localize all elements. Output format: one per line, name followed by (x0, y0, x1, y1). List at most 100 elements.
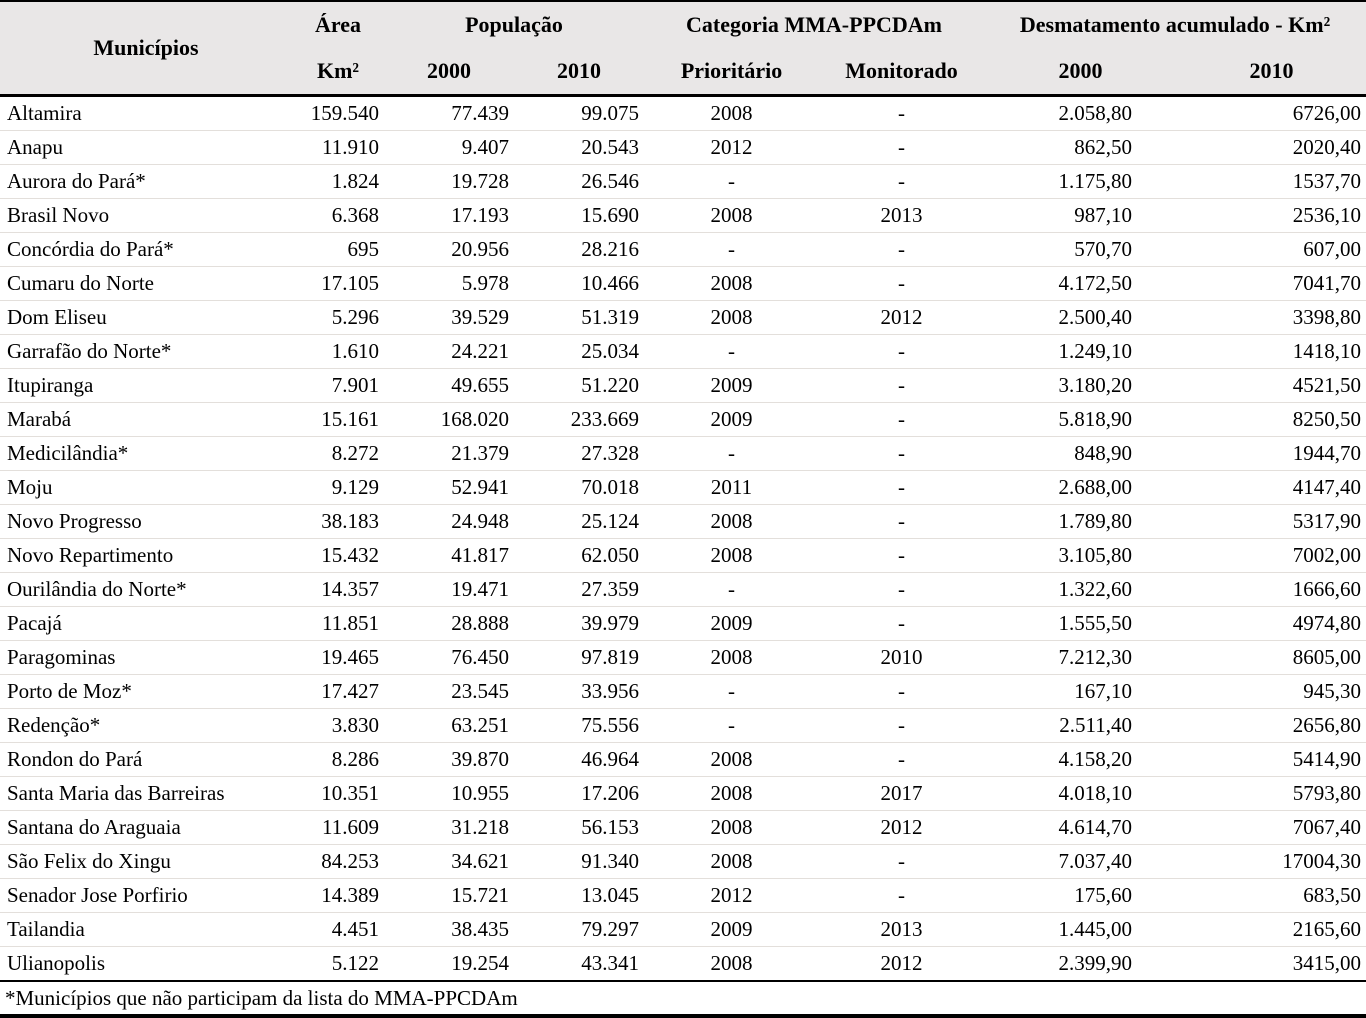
area-km2: 17.105 (292, 266, 384, 301)
monitorado-year: 2017 (819, 776, 985, 811)
pop-2000: 19.728 (384, 164, 514, 199)
municipality-name: Moju (0, 470, 292, 505)
desm-2000: 167,10 (984, 674, 1138, 709)
prioritario-year: 2012 (644, 878, 820, 913)
pop-2010: 13.045 (514, 878, 645, 913)
pop-2000: 5.978 (384, 266, 514, 301)
prioritario-year: 2009 (644, 368, 820, 403)
monitorado-year: - (819, 844, 985, 879)
monitorado-year: - (819, 538, 985, 573)
prioritario-year: - (644, 674, 820, 709)
municipality-name: Santa Maria das Barreiras (0, 776, 292, 811)
table-row: Marabá 15.161 168.020 233.669 2009-5.818,90 8… (0, 402, 1366, 437)
desm-2000: 4.614,70 (984, 810, 1138, 845)
monitorado-year: - (819, 95, 985, 131)
desm-2000: 3.180,20 (984, 368, 1138, 403)
pop-2010: 99.075 (514, 95, 645, 131)
table-footer: *Municípios que não participam da lista … (0, 980, 1366, 1016)
municipality-name: Aurora do Pará* (0, 164, 292, 199)
table-row: Itupiranga 7.901 49.655 51.220 2009-3.180,20… (0, 368, 1366, 403)
area-km2: 8.272 (292, 436, 384, 471)
pop-2010: 75.556 (514, 708, 645, 743)
desm-2000: 7.037,40 (984, 844, 1138, 879)
prioritario-year: 2009 (644, 606, 820, 641)
table-row: Dom Eliseu 5.296 39.529 51.319 2008 2012 2.500… (0, 300, 1366, 335)
pop-2010: 56.153 (514, 810, 645, 845)
prioritario-year: 2012 (644, 130, 820, 165)
pop-2000: 49.655 (384, 368, 514, 403)
pop-2010: 15.690 (514, 198, 645, 233)
prioritario-year: - (644, 164, 820, 199)
header-monitorado: Monitorado (819, 48, 985, 96)
area-km2: 15.161 (292, 402, 384, 437)
header-pop-2010: 2010 (514, 48, 645, 96)
desm-2010: 2165,60 (1137, 912, 1366, 947)
table-row: Novo Repartimento 15.432 41.817 62.050 2008-… (0, 538, 1366, 573)
monitorado-year: 2010 (819, 640, 985, 675)
pop-2000: 28.888 (384, 606, 514, 641)
area-km2: 3.830 (292, 708, 384, 743)
area-km2: 1.610 (292, 334, 384, 369)
pop-2010: 27.359 (514, 572, 645, 607)
pop-2010: 26.546 (514, 164, 645, 199)
pop-2000: 52.941 (384, 470, 514, 505)
pop-2010: 27.328 (514, 436, 645, 471)
municipality-name: Altamira (0, 95, 292, 131)
desm-2000: 570,70 (984, 232, 1138, 267)
area-km2: 11.609 (292, 810, 384, 845)
monitorado-year: - (819, 470, 985, 505)
desm-2010: 1666,60 (1137, 572, 1366, 607)
table-row: Paragominas 19.465 76.450 97.819 2008 2010 7.2… (0, 640, 1366, 675)
desm-2000: 7.212,30 (984, 640, 1138, 675)
pop-2010: 233.669 (514, 402, 645, 437)
desm-2010: 945,30 (1137, 674, 1366, 709)
area-km2: 38.183 (292, 504, 384, 539)
prioritario-year: 2008 (644, 198, 820, 233)
desm-2000: 2.500,40 (984, 300, 1138, 335)
municipality-name: Garrafão do Norte* (0, 334, 292, 369)
municipality-name: Pacajá (0, 606, 292, 641)
municipality-name: Anapu (0, 130, 292, 165)
footnote: *Municípios que não participam da lista … (0, 980, 1366, 1016)
desm-2010: 4974,80 (1137, 606, 1366, 641)
prioritario-year: - (644, 334, 820, 369)
desm-2000: 2.399,90 (984, 946, 1138, 981)
desm-2000: 2.058,80 (984, 95, 1138, 131)
pop-2010: 79.297 (514, 912, 645, 947)
area-km2: 7.901 (292, 368, 384, 403)
desm-2010: 3415,00 (1137, 946, 1366, 981)
desm-2010: 1944,70 (1137, 436, 1366, 471)
table-header: Municípios Área População Categoria MMA-… (0, 1, 1366, 96)
pop-2010: 91.340 (514, 844, 645, 879)
pop-2000: 34.621 (384, 844, 514, 879)
desm-2010: 2020,40 (1137, 130, 1366, 165)
header-categoria-title: Categoria MMA-PPCDAm (644, 1, 985, 48)
municipality-name: Marabá (0, 402, 292, 437)
prioritario-year: 2008 (644, 538, 820, 573)
desm-2000: 5.818,90 (984, 402, 1138, 437)
municipality-name: Novo Repartimento (0, 538, 292, 573)
desm-2000: 175,60 (984, 878, 1138, 913)
prioritario-year: 2008 (644, 504, 820, 539)
area-km2: 9.129 (292, 470, 384, 505)
area-km2: 84.253 (292, 844, 384, 879)
header-pop-2000: 2000 (384, 48, 514, 96)
table-row: São Felix do Xingu 84.253 34.621 91.340 2008… (0, 844, 1366, 879)
desm-2010: 5793,80 (1137, 776, 1366, 811)
monitorado-year: 2012 (819, 300, 985, 335)
monitorado-year: - (819, 436, 985, 471)
header-municipios: Municípios (0, 1, 292, 96)
desm-2010: 1537,70 (1137, 164, 1366, 199)
table-row: Ulianopolis 5.122 19.254 43.341 2008 2012 2.39… (0, 946, 1366, 981)
pop-2000: 39.529 (384, 300, 514, 335)
table-row: Novo Progresso 38.183 24.948 25.124 2008-1.7… (0, 504, 1366, 539)
area-km2: 695 (292, 232, 384, 267)
desm-2000: 4.018,10 (984, 776, 1138, 811)
pop-2000: 9.407 (384, 130, 514, 165)
prioritario-year: - (644, 436, 820, 471)
prioritario-year: 2008 (644, 810, 820, 845)
monitorado-year: - (819, 572, 985, 607)
municipality-name: Redenção* (0, 708, 292, 743)
municipality-name: Porto de Moz* (0, 674, 292, 709)
pop-2000: 24.221 (384, 334, 514, 369)
